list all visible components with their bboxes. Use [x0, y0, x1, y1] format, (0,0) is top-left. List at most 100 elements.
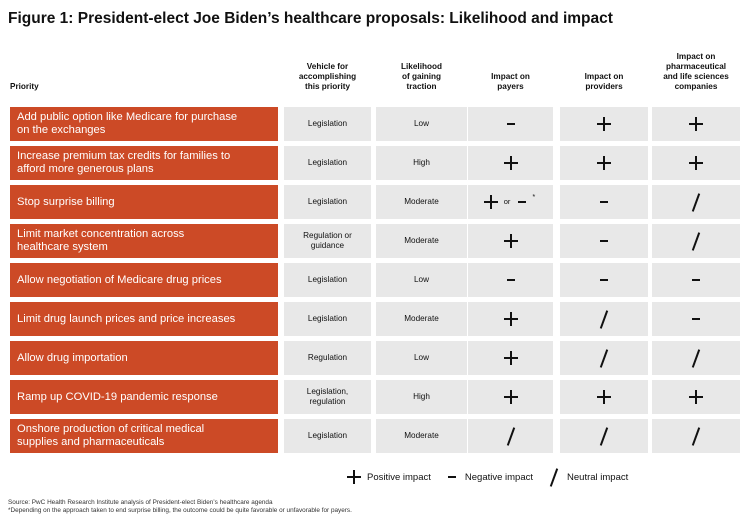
slash-icon — [689, 351, 703, 365]
vehicle-cell: Legislation — [284, 263, 371, 297]
table-row: Allow drug importation Regulation Low — [0, 341, 745, 375]
providers-impact-cell — [560, 419, 648, 453]
pharma-impact-cell — [652, 146, 740, 180]
likelihood-cell: Moderate — [376, 185, 467, 219]
payers-impact-cell — [468, 302, 553, 336]
table-row: Onshore production of critical medical s… — [0, 419, 745, 453]
slash-icon — [689, 429, 703, 443]
providers-impact-cell — [560, 380, 648, 414]
minus-icon — [597, 234, 611, 248]
payers-impact-cell — [468, 263, 553, 297]
likelihood-cell: Low — [376, 107, 467, 141]
minus-icon — [445, 470, 459, 484]
plus-icon — [503, 351, 518, 365]
source-note: Source: PwC Health Research Institute an… — [8, 499, 273, 506]
providers-impact-cell — [560, 341, 648, 375]
pharma-impact-cell — [652, 185, 740, 219]
header-pharma: Impact on pharmaceutical and life scienc… — [663, 52, 729, 91]
slash-icon — [689, 234, 703, 248]
or-text: or — [503, 197, 511, 206]
priority-cell: Increase premium tax credits for familie… — [10, 146, 278, 180]
figure-title: Figure 1: President-elect Joe Biden’s he… — [8, 10, 613, 27]
plus-icon — [689, 390, 703, 404]
vehicle-cell: Legislation — [284, 146, 371, 180]
providers-impact-cell — [560, 302, 648, 336]
slash-icon — [597, 351, 611, 365]
providers-impact-cell — [560, 185, 648, 219]
impact-positive-or-negative: or * — [483, 192, 538, 209]
providers-impact-cell — [560, 107, 648, 141]
plus-icon — [483, 195, 498, 209]
slash-icon — [597, 429, 611, 443]
providers-impact-cell — [560, 224, 648, 258]
pharma-impact-cell — [652, 263, 740, 297]
legend-negative: Negative impact — [445, 470, 533, 484]
priority-cell: Stop surprise billing — [10, 185, 278, 219]
table-row: Limit market concentration across health… — [0, 224, 745, 258]
plus-icon — [503, 312, 518, 326]
vehicle-cell: Regulation or guidance — [284, 224, 371, 258]
pharma-impact-cell — [652, 107, 740, 141]
pharma-impact-cell — [652, 419, 740, 453]
footnote: *Depending on the approach taken to end … — [8, 507, 352, 514]
table-row: Limit drug launch prices and price incre… — [0, 302, 745, 336]
header-payers: Impact on payers — [491, 72, 530, 91]
payers-impact-cell — [468, 107, 553, 141]
providers-impact-cell — [560, 263, 648, 297]
priority-cell: Allow negotiation of Medicare drug price… — [10, 263, 278, 297]
payers-impact-cell — [468, 380, 553, 414]
priority-cell: Allow drug importation — [10, 341, 278, 375]
vehicle-cell: Legislation — [284, 302, 371, 336]
header-vehicle: Vehicle for accomplishing this priority — [298, 62, 357, 91]
vehicle-cell: Legislation — [284, 107, 371, 141]
header-likelihood: Likelihood of gaining traction — [401, 62, 442, 91]
table-row: Add public option like Medicare for purc… — [0, 107, 745, 141]
priority-cell: Limit market concentration across health… — [10, 224, 278, 258]
slash-icon — [689, 195, 703, 209]
legend-neutral: Neutral impact — [547, 470, 628, 484]
slash-icon — [597, 312, 611, 326]
pharma-impact-cell — [652, 341, 740, 375]
pharma-impact-cell — [652, 302, 740, 336]
likelihood-cell: Moderate — [376, 224, 467, 258]
vehicle-cell: Legislation, regulation — [284, 380, 371, 414]
footnote-asterisk: * — [532, 192, 536, 201]
payers-impact-cell — [468, 146, 553, 180]
priority-cell: Add public option like Medicare for purc… — [10, 107, 278, 141]
plus-icon — [503, 156, 518, 170]
table-row: Allow negotiation of Medicare drug price… — [0, 263, 745, 297]
minus-icon — [516, 195, 530, 209]
likelihood-cell: Moderate — [376, 419, 467, 453]
slash-icon — [547, 470, 561, 484]
payers-impact-cell — [468, 341, 553, 375]
providers-impact-cell — [560, 146, 648, 180]
legend-negative-label: Negative impact — [464, 471, 534, 483]
minus-icon — [597, 195, 611, 209]
likelihood-cell: High — [376, 146, 467, 180]
plus-icon — [503, 234, 518, 248]
plus-icon — [597, 156, 611, 170]
payers-impact-cell — [468, 224, 553, 258]
pharma-impact-cell — [652, 380, 740, 414]
plus-icon — [597, 390, 611, 404]
table-row: Ramp up COVID-19 pandemic response Legisl… — [0, 380, 745, 414]
legend-positive: Positive impact — [347, 470, 431, 484]
plus-icon — [503, 390, 518, 404]
vehicle-cell: Legislation — [284, 185, 371, 219]
legend-neutral-label: Neutral impact — [567, 471, 629, 483]
plus-icon — [597, 117, 611, 131]
priority-cell: Ramp up COVID-19 pandemic response — [10, 380, 278, 414]
pharma-impact-cell — [652, 224, 740, 258]
table-row: Increase premium tax credits for familie… — [0, 146, 745, 180]
legend: Positive impact Negative impact Neutral … — [347, 470, 642, 484]
payers-impact-cell — [468, 419, 553, 453]
likelihood-cell: Moderate — [376, 302, 467, 336]
minus-icon — [504, 117, 518, 131]
priority-cell: Onshore production of critical medical s… — [10, 419, 278, 453]
vehicle-cell: Legislation — [284, 419, 371, 453]
legend-positive-label: Positive impact — [367, 471, 431, 483]
header-providers: Impact on providers — [584, 72, 624, 91]
minus-icon — [689, 312, 703, 326]
slash-icon — [504, 429, 518, 443]
likelihood-cell: Low — [376, 341, 467, 375]
